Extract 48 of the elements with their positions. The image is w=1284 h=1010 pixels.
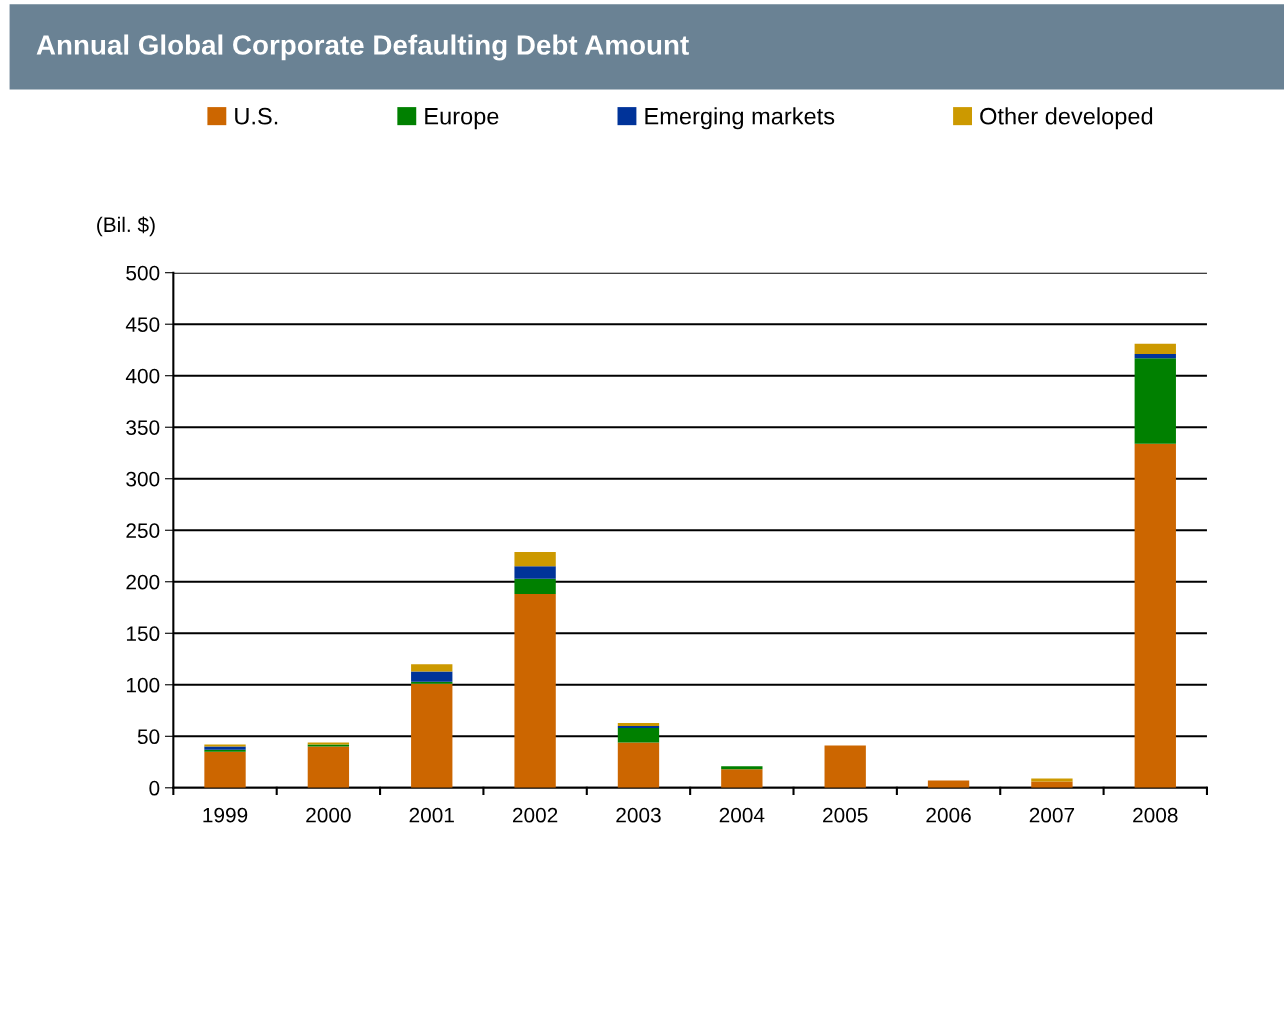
bar [514,551,556,567]
bar [617,728,660,743]
bar [411,683,453,788]
bar [721,769,763,788]
bar [1031,778,1073,782]
bar [617,722,660,726]
y-tick-label: 500 [126,265,160,281]
bar [307,746,350,788]
x-tick-label: 2001 [409,807,454,823]
x-tick-label: 2006 [926,807,971,823]
bar [1134,343,1176,355]
y-tick-label: 0 [149,780,160,796]
legend-label: Europe [425,108,499,130]
bar [411,664,453,672]
bar [1134,443,1176,788]
x-tick-label: 1999 [203,807,248,823]
bar [411,671,453,682]
bar [514,566,556,579]
y-tick-label: 400 [125,368,160,384]
x-tick-label: 2007 [1029,807,1075,823]
y-tick-label: 450 [125,317,160,332]
bar [204,751,246,788]
y-tick-label: 50 [137,729,160,745]
y-tick-label: 150 [126,626,160,642]
bar [1134,354,1176,359]
legend-label: Other developed [980,107,1153,130]
x-tick-label: 2000 [306,807,351,823]
y-tick-label: 300 [126,471,160,487]
bar [411,681,453,684]
x-tick-label: 2003 [616,807,661,823]
x-tick-label: 2008 [1133,807,1178,823]
legend-label: U.S. [235,107,278,125]
y-tick-label: 200 [126,574,160,590]
bar [514,578,556,595]
bar [721,766,763,770]
bar [514,594,556,788]
bar [824,745,866,788]
x-tick-label: 2005 [823,807,868,823]
y-tick-label: 250 [126,523,160,538]
chart-title: Annual Global Corporate Defaulting Debt Amount [36,34,689,61]
legend-label: Emerging markets [645,107,835,130]
x-tick-label: 2004 [719,807,765,823]
y-axis-title: (Bil. $) [97,216,155,237]
y-tick-label: 100 [126,677,160,693]
bar [617,742,660,788]
bar [1134,358,1176,444]
y-tick-label: 350 [126,420,160,435]
x-tick-label: 2002 [512,807,558,823]
